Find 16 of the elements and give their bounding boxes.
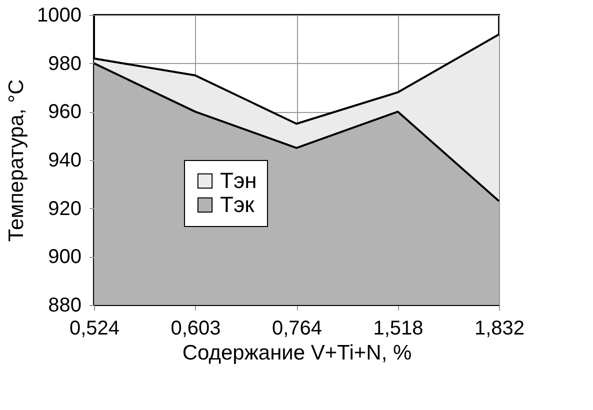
legend-label: Тэн [220,168,257,193]
y-tick-label: 880 [48,294,82,316]
y-tick-label: 960 [48,101,82,124]
y-tick-label: 1000 [37,4,82,26]
y-tick-label: 920 [48,198,82,220]
legend-label: Тэк [220,192,255,217]
y-tick-label: 940 [48,150,82,172]
y-axis-title: Температура, °С [5,79,28,242]
x-tick-label: 0,764 [272,318,322,340]
x-tick-label: 0,603 [170,318,221,340]
x-axis-title: Содержание V+Ti+N, % [182,342,412,364]
x-tick-label: 1,518 [373,318,424,340]
y-tick-label: 900 [48,246,82,268]
x-tick-label: 1,832 [474,318,525,340]
y-tick-label: 980 [48,52,82,75]
x-tick-label: 0,524 [69,318,120,340]
